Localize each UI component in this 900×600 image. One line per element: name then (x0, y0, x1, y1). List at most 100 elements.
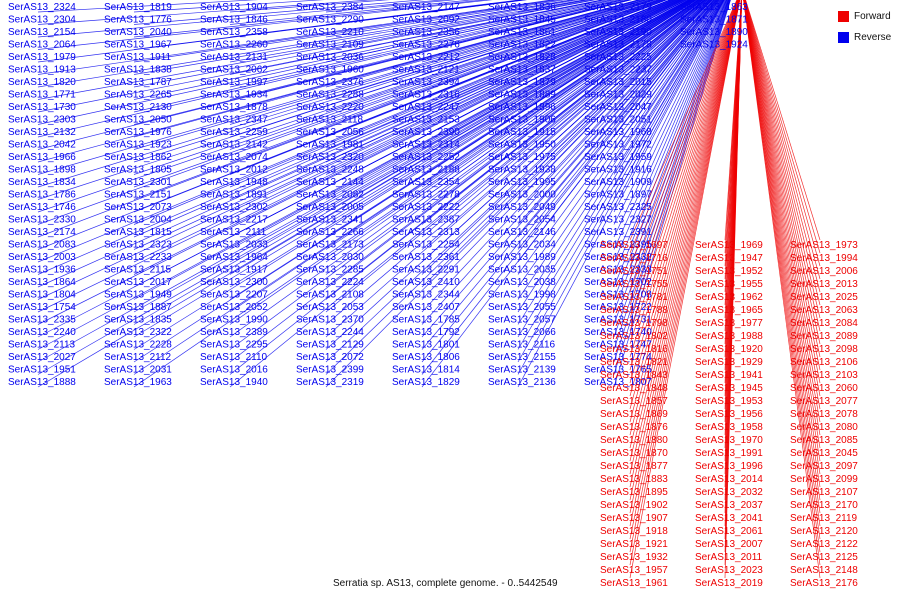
reverse-gene-label: SerAS13_2319 (296, 377, 364, 388)
leader-line (133, 0, 663, 188)
reverse-gene-label: SerAS13_1896 (488, 102, 556, 113)
forward-gene-label: SerAS13_2103 (790, 370, 858, 381)
reverse-gene-label: SerAS13_2389 (200, 327, 268, 338)
leader-line (37, 0, 604, 113)
forward-gene-label: SerAS13_2084 (790, 318, 858, 329)
reverse-gene-label: SerAS13_1828 (488, 52, 556, 63)
leader-line (613, 0, 717, 125)
reverse-gene-label: SerAS13_2358 (200, 27, 268, 38)
leader-line (629, 0, 739, 371)
reverse-gene-label: SerAS13_2325 (584, 202, 652, 213)
leader-line (629, 0, 740, 410)
forward-gene-label: SerAS13_1716 (600, 253, 668, 264)
leader-line (613, 0, 715, 113)
reverse-gene-label: SerAS13_1948 (200, 177, 268, 188)
leader-line (629, 0, 740, 436)
forward-gene-label: SerAS13_2063 (790, 305, 858, 316)
reverse-gene-label: SerAS13_1938 (488, 165, 556, 176)
leader-line (629, 0, 738, 254)
reverse-gene-label: SerAS13_2290 (296, 15, 364, 26)
reverse-gene-label: SerAS13_1904 (200, 2, 268, 13)
leader-line (517, 0, 662, 50)
forward-gene-label: SerAS13_1947 (695, 253, 763, 264)
reverse-gene-label: SerAS13_1814 (392, 365, 460, 376)
leader-line (37, 0, 681, 300)
forward-gene-label: SerAS13_2170 (790, 500, 858, 511)
reverse-gene-label: SerAS13_2051 (584, 115, 652, 126)
leader-line (744, 0, 821, 293)
reverse-gene-label: SerAS13_2153 (392, 115, 460, 126)
leader-line (613, 0, 674, 25)
leader-line (613, 0, 724, 188)
leader-line (629, 0, 739, 358)
reverse-gene-label: SerAS13_2034 (488, 240, 556, 251)
leader-line (37, 0, 660, 213)
leader-line (613, 0, 720, 150)
leader-line (629, 0, 738, 241)
forward-gene-label: SerAS13_1991 (695, 448, 763, 459)
leader-line (517, 0, 720, 275)
leader-line (37, 0, 554, 75)
leader-line (629, 0, 740, 514)
forward-gene-label: SerAS13_1788 (600, 305, 668, 316)
reverse-gene-label: SerAS13_2178 (584, 40, 652, 51)
reverse-gene-label: SerAS13_1879 (488, 77, 556, 88)
leader-line (517, 0, 717, 238)
reverse-gene-label: SerAS13_1786 (8, 190, 76, 201)
forward-gene-label: SerAS13_1945 (695, 383, 763, 394)
reverse-gene-label: SerAS13_2179 (584, 2, 652, 13)
leader-line (629, 0, 740, 384)
reverse-gene-label: SerAS13_2130 (104, 102, 172, 113)
reverse-gene-label: SerAS13_2035 (488, 265, 556, 276)
leader-line (629, 0, 738, 267)
leader-line (629, 0, 739, 345)
leader-line (421, 0, 717, 363)
reverse-gene-label: SerAS13_1765 (584, 365, 652, 376)
forward-gene-label: SerAS13_1902 (600, 500, 668, 511)
leader-line (421, 0, 644, 63)
leader-line (745, 0, 821, 254)
forward-gene-label: SerAS13_1932 (600, 552, 668, 563)
reverse-gene-label: SerAS13_1822 (488, 40, 556, 51)
leader-line (743, 0, 821, 384)
forward-gene-label: SerAS13_1895 (600, 487, 668, 498)
forward-gene-label: SerAS13_1781 (600, 292, 668, 303)
reverse-gene-label: SerAS13_1804 (8, 290, 76, 301)
reverse-gene-label: SerAS13_2173 (296, 240, 364, 251)
reverse-gene-label: SerAS13_2391 (584, 227, 652, 238)
leader-line (421, 0, 718, 375)
reverse-gene-label: SerAS13_1940 (200, 377, 268, 388)
forward-gene-label: SerAS13_1956 (695, 409, 763, 420)
reverse-gene-label: SerAS13_2395 (584, 240, 652, 251)
reverse-gene-label: SerAS13_1730 (8, 102, 76, 113)
reverse-gene-label: SerAS13_2129 (296, 340, 364, 351)
reverse-gene-label: SerAS13_2244 (296, 327, 364, 338)
leader-line (517, 0, 706, 150)
forward-gene-label: SerAS13_2037 (695, 500, 763, 511)
reverse-gene-label: SerAS13_2190 (584, 27, 652, 38)
reverse-gene-label: SerAS13_2240 (8, 327, 76, 338)
reverse-gene-label: SerAS13_2109 (296, 40, 364, 51)
forward-gene-label: SerAS13_1751 (600, 266, 668, 277)
forward-gene-label: SerAS13_1962 (695, 292, 763, 303)
reverse-gene-label: SerAS13_1891 (200, 190, 268, 201)
leader-line (517, 0, 588, 13)
reverse-gene-label: SerAS13_2356 (392, 27, 460, 38)
forward-gene-label: SerAS13_2013 (790, 279, 858, 290)
forward-gene-label: SerAS13_1877 (600, 461, 668, 472)
reverse-gene-label: SerAS13_2237 (584, 65, 652, 76)
reverse-gene-label: SerAS13_2387 (392, 215, 460, 226)
forward-gene-label: SerAS13_2041 (695, 513, 763, 524)
reverse-gene-label: SerAS13_2042 (8, 140, 76, 151)
reverse-gene-label: SerAS13_1924 (680, 40, 748, 51)
reverse-gene-label: SerAS13_1911 (104, 52, 172, 63)
leader-line (325, 0, 701, 263)
leader-line (629, 0, 741, 579)
leader-line (629, 0, 739, 293)
leader-line (743, 0, 821, 436)
leader-line (744, 0, 821, 280)
forward-gene-label: SerAS13_2097 (790, 461, 858, 472)
leader-line (325, 0, 456, 13)
leader-line (629, 0, 738, 280)
